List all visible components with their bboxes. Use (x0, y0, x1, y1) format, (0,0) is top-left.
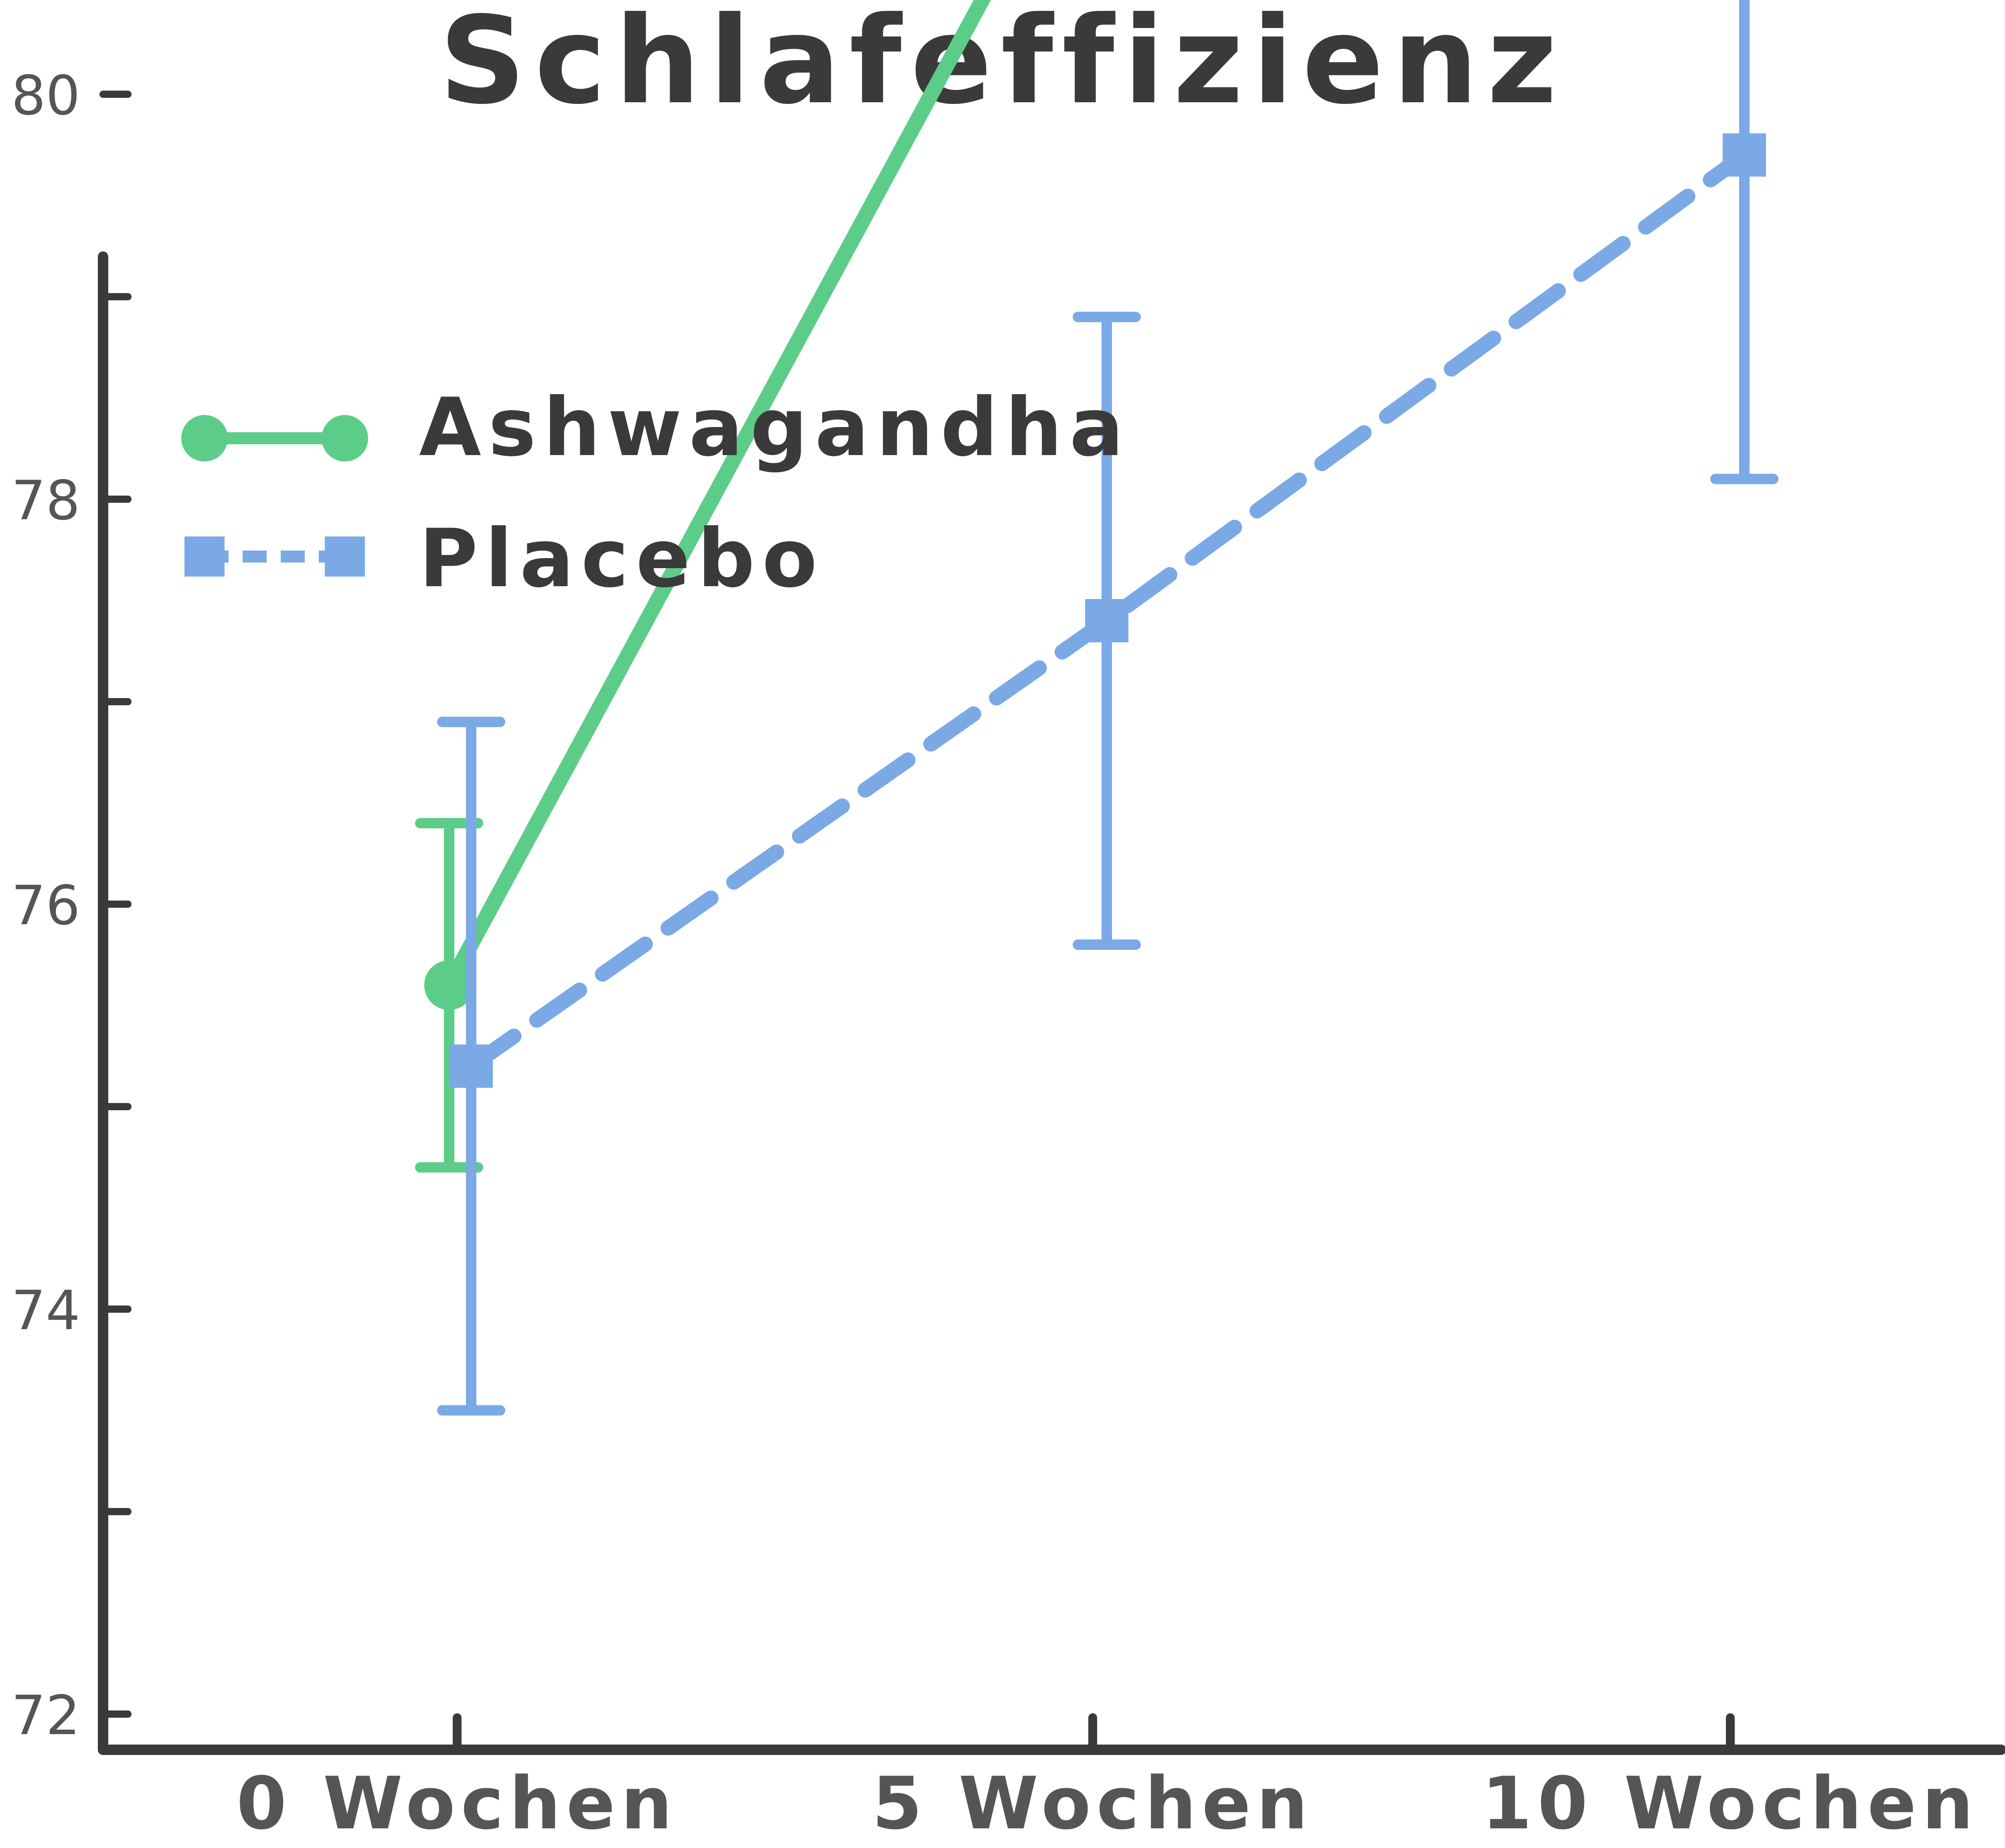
legend-label-placebo: Placebo (419, 512, 824, 605)
chart-title: Schlafeffizienz (439, 0, 1566, 131)
legend-point-ashwagandha (322, 415, 368, 461)
x-tick-label: 10 Wochen (1482, 1762, 1979, 1846)
legend-marker-placebo (184, 536, 365, 577)
x-tick-label: 0 Wochen (237, 1762, 678, 1846)
legend-point-placebo (184, 536, 225, 577)
y-tick-label: 76 (11, 874, 80, 937)
y-tick-label: 80 (11, 64, 80, 127)
data-point-placebo (450, 1044, 493, 1088)
legend-point-ashwagandha (181, 415, 228, 461)
y-tick-label: 72 (11, 1684, 80, 1747)
legend-marker-ashwagandha (181, 415, 368, 461)
data-point-ashwagandha (424, 960, 474, 1010)
y-tick-label: 74 (11, 1279, 80, 1342)
x-axis: 0 Wochen 5 Wochen 10 Wochen (98, 1713, 2005, 1846)
data-point-placebo (1723, 133, 1766, 177)
data-point-placebo (1085, 599, 1128, 642)
plot-area (415, 0, 1778, 1416)
legend-point-placebo (325, 536, 365, 577)
y-tick-label: 78 (11, 469, 80, 532)
series-line-ashwagandha (442, 0, 991, 989)
x-tick-label: 5 Wochen (872, 1762, 1314, 1846)
legend-label-ashwagandha: Ashwagandha (419, 381, 1131, 474)
legend: Ashwagandha Placebo (181, 381, 1131, 605)
y-axis: 7274767880828486 (11, 64, 132, 1755)
